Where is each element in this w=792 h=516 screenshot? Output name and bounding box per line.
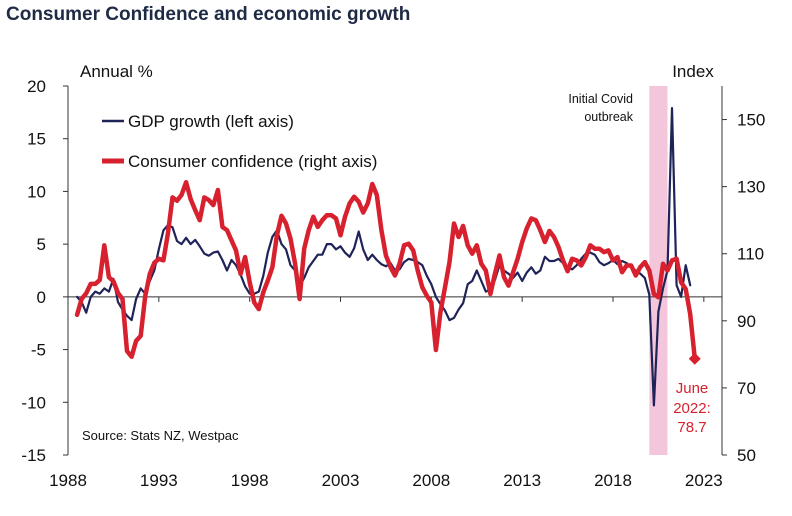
- right-tick-label: 110: [737, 245, 764, 264]
- x-axis-ticks: 1988 1993 1998 2003 2008 2013 2018 2023: [49, 296, 723, 490]
- right-tick-label: 150: [737, 111, 765, 130]
- right-tick-label: 130: [737, 178, 765, 197]
- right-axis-label: Index: [672, 62, 714, 81]
- x-tick-label: 2008: [412, 471, 450, 490]
- covid-shading: [649, 86, 668, 455]
- left-axis-label: Annual %: [80, 62, 153, 81]
- legend: GDP growth (left axis) Consumer confiden…: [102, 112, 377, 171]
- left-tick-label: -5: [31, 341, 46, 360]
- covid-label-line2: outbreak: [584, 110, 633, 124]
- end-annotation-line1: June: [676, 380, 709, 397]
- end-annotation-line2: 2022:: [673, 400, 711, 417]
- source-note: Source: Stats NZ, Westpac: [82, 428, 239, 443]
- x-tick-label: 2018: [594, 471, 632, 490]
- legend-label-confidence: Consumer confidence (right axis): [128, 152, 377, 171]
- left-tick-label: 0: [37, 288, 46, 307]
- right-tick-label: 70: [737, 379, 756, 398]
- covid-label-line1: Initial Covid: [568, 92, 633, 106]
- end-annotation-line3: 78.7: [677, 419, 706, 436]
- right-tick-label: 90: [737, 312, 756, 331]
- consumer-confidence-line: [74, 180, 698, 361]
- series-layer: [74, 106, 701, 407]
- left-tick-label: -15: [21, 446, 46, 465]
- chart-title: Consumer Confidence and economic growth: [6, 4, 411, 25]
- right-axis-ticks: 150 130 110 90 70 50: [722, 111, 765, 465]
- left-tick-label: 5: [37, 235, 46, 254]
- left-axis-ticks: 20 15 10 5 0 -5 -10 -15: [21, 77, 68, 465]
- left-tick-label: 20: [27, 77, 46, 96]
- x-tick-label: 1998: [231, 471, 269, 490]
- x-tick-label: 1993: [140, 471, 178, 490]
- left-tick-label: 10: [27, 182, 46, 201]
- left-tick-label: -10: [21, 393, 46, 412]
- latest-value-marker: [688, 352, 701, 365]
- legend-label-gdp: GDP growth (left axis): [128, 112, 294, 131]
- x-tick-label: 2023: [685, 471, 723, 490]
- end-annotation: June 2022: 78.7: [673, 380, 711, 436]
- x-tick-label: 2013: [503, 471, 541, 490]
- x-tick-label: 2003: [322, 471, 360, 490]
- right-tick-label: 50: [737, 446, 756, 465]
- left-tick-label: 15: [27, 130, 46, 149]
- x-tick-label: 1988: [49, 471, 87, 490]
- covid-annotation: Initial Covid outbreak: [568, 92, 633, 124]
